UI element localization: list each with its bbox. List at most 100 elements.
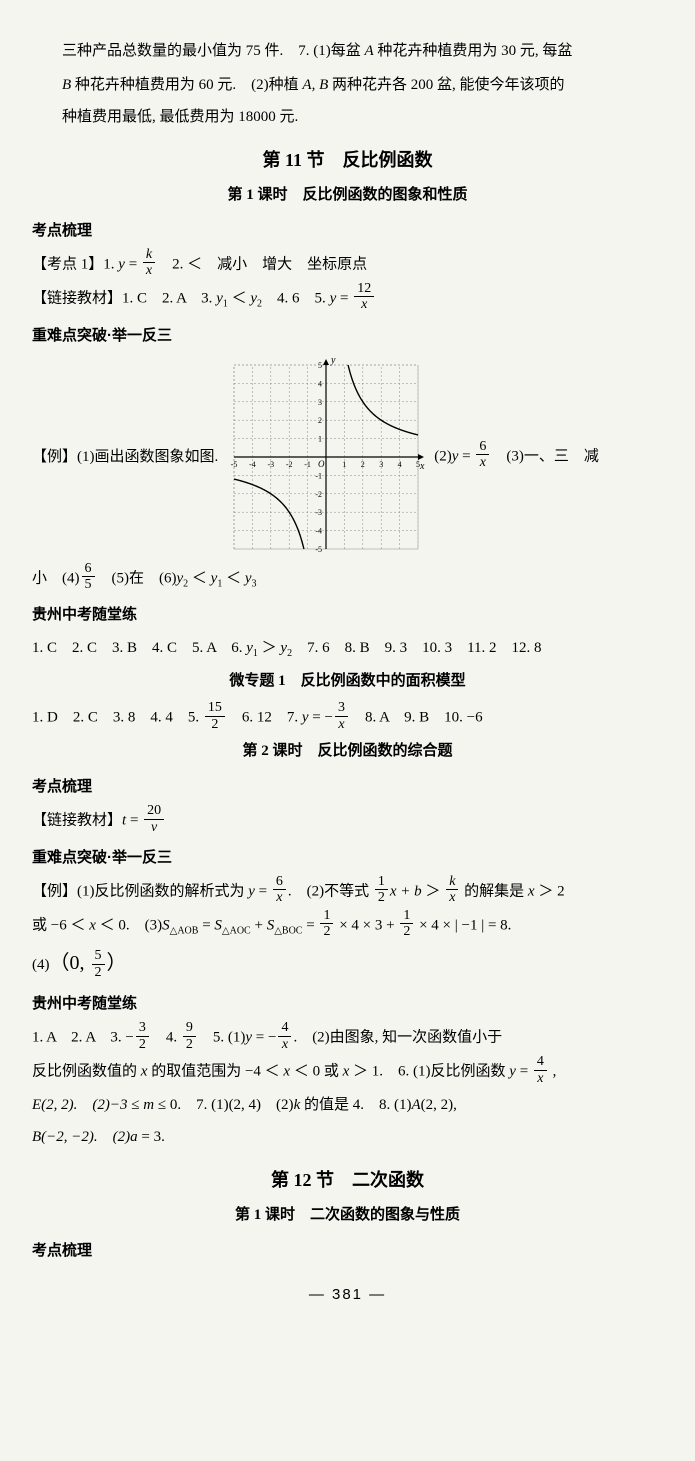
- gz2-l3b: ≤ 0. 7. (1)(2, 4) (2): [154, 1097, 293, 1113]
- intro-1b: 种花卉种植费用为 30 元, 每盆: [374, 43, 573, 59]
- gz2-l2d: ＞ 1. 6. (1)反比例函数: [349, 1064, 509, 1080]
- svg-text:y: y: [330, 357, 336, 366]
- gz1-b: 7. 6 8. B 9. 3 10. 3 11. 2 12. 8: [292, 640, 541, 656]
- svg-text:4: 4: [318, 379, 322, 388]
- gz2-b: 4.: [151, 1030, 181, 1046]
- ex2-tri2: △AOC: [222, 925, 251, 936]
- af1-num: 6: [82, 561, 95, 577]
- gz2-d2: 2: [183, 1037, 196, 1052]
- ex2-4d: 2: [92, 965, 105, 980]
- af1-mid: (5)在 (6): [97, 570, 177, 586]
- link2-pre: 【链接教材】: [32, 812, 122, 828]
- micro-a: 1. D 2. C 3. 8 4. 4 5.: [32, 710, 203, 726]
- gz2-l2eq: =: [516, 1064, 532, 1080]
- gz-h1: 贵州中考随堂练: [32, 600, 663, 630]
- kd1-den: x: [143, 263, 155, 278]
- gz-h2: 贵州中考随堂练: [32, 989, 663, 1019]
- gz2-l3c: 的值是 4. 8. (1): [300, 1097, 411, 1113]
- ex2-d2: 2: [375, 890, 388, 905]
- gz1-y1: y: [246, 640, 253, 656]
- kd1-line: 【考点 1】1. y = kx 2. ＜ 减小 增大 坐标原点: [32, 249, 663, 281]
- graph-wrap: -5-5-4-4-3-3-2-2-1-11122334455Oxy: [226, 357, 426, 557]
- af1-pre: 小 (4): [32, 570, 80, 586]
- ex2-t2: × 4 × | −1 | = 8.: [415, 917, 511, 933]
- gz2-a: 1. A 2. A 3. −: [32, 1030, 134, 1046]
- gz2-f3: 4x: [278, 1020, 291, 1052]
- ex2-fd1: 2: [320, 924, 333, 939]
- svg-text:1: 1: [343, 460, 347, 469]
- it-AB: A, B: [302, 77, 328, 93]
- gz2-d: . (2)由图象, 知一次函数值小于: [293, 1030, 502, 1046]
- gz2-l2: 反比例函数值的 x 的取值范围为 −4 ＜ x ＜ 0 或 x ＞ 1. 6. …: [32, 1056, 663, 1088]
- link2-line: 【链接教材】t = 20v: [32, 805, 663, 837]
- gz2-f1: 32: [136, 1020, 149, 1052]
- gz1-line: 1. C 2. C 3. B 4. C 5. A 6. y1 ＞ y2 7. 6…: [32, 633, 663, 664]
- svg-text:-3: -3: [268, 460, 275, 469]
- ex2-fn2: 1: [400, 908, 413, 924]
- intro-p2: B 种花卉种植费用为 60 元. (2)种植 A, B 两种花卉各 200 盆,…: [32, 70, 663, 100]
- ex2-y: y: [248, 883, 255, 899]
- ex-r-eq: =: [458, 448, 474, 464]
- gz2-c: 5. (1): [198, 1030, 246, 1046]
- svg-text:3: 3: [318, 397, 322, 406]
- gz2-l2y: y: [509, 1064, 516, 1080]
- ex2-ff2: 12: [400, 908, 413, 940]
- after1: 小 (4)65 (5)在 (6)y2 ＜ y1 ＜ y3: [32, 563, 663, 595]
- ex2-l4: (4)（0, 52）: [32, 943, 663, 983]
- link-y1: y: [216, 290, 223, 306]
- link1-line: 【链接教材】1. C 2. A 3. y1 ＜ y2 4. 6 5. y = 1…: [32, 283, 663, 315]
- gz2-l4b: = 3.: [138, 1129, 165, 1145]
- link2-num: 20: [144, 803, 164, 819]
- gz2-l2b: 的取值范围为 −4 ＜: [147, 1064, 283, 1080]
- sec11-lesson1: 第 1 课时 反比例函数的图象和性质: [32, 180, 663, 210]
- page-number: — 381 —: [32, 1280, 663, 1310]
- svg-text:-3: -3: [316, 508, 323, 517]
- gz2-l4aa: a: [130, 1129, 138, 1145]
- gz2-d3: x: [278, 1037, 291, 1052]
- ex2-fn1: 1: [320, 908, 333, 924]
- gz2-f2: 92: [183, 1020, 196, 1052]
- intro-1a: 三种产品总数量的最小值为 75 件. 7. (1)每盆: [62, 43, 365, 59]
- zhnd-h1: 重难点突破·举一反三: [32, 321, 663, 351]
- link2-den: v: [144, 820, 164, 835]
- ex2-d: ＞ 2: [535, 883, 565, 899]
- ex2-plus: +: [251, 917, 267, 933]
- gz2-l2n: 4: [534, 1054, 547, 1070]
- ex2-f1: 6x: [273, 874, 286, 906]
- ex2-S1: S: [162, 917, 170, 933]
- kd1-rest: 2. ＜ 减小 增大 坐标原点: [157, 256, 367, 272]
- ex2-tri1: △AOB: [170, 925, 199, 936]
- gz2-l1: 1. A 2. A 3. −32 4. 92 5. (1)y = −4x. (2…: [32, 1022, 663, 1054]
- ex2-l1: 【例】(1)反比例函数的解析式为 y = 6x. (2)不等式 12x + b …: [32, 876, 663, 908]
- af1-y3: y: [245, 570, 252, 586]
- gz2-n3: 4: [278, 1020, 291, 1036]
- gz2-l2e: ,: [549, 1064, 557, 1080]
- ex-r-den: x: [476, 455, 489, 470]
- gz2-n1: 3: [136, 1020, 149, 1036]
- svg-text:x: x: [419, 461, 425, 472]
- af1-lt1: ＜: [188, 570, 211, 586]
- ex2-l2x: x: [89, 917, 96, 933]
- svg-text:3: 3: [379, 460, 383, 469]
- micro-eq: = −: [309, 710, 333, 726]
- gz2-l3a: E(2, 2). (2)−3 ≤: [32, 1097, 143, 1113]
- gz2-l3: E(2, 2). (2)−3 ≤ m ≤ 0. 7. (1)(2, 4) (2)…: [32, 1090, 663, 1120]
- ex2-d3: x: [446, 890, 458, 905]
- ex2-S2: S: [214, 917, 222, 933]
- ex-left: 【例】(1)画出函数图象如图.: [32, 442, 218, 472]
- gz1-a: 1. C 2. C 3. B 4. C 5. A 6.: [32, 640, 246, 656]
- ex2-eq: =: [255, 883, 271, 899]
- micro-title: 微专题 1 反比例函数中的面积模型: [32, 666, 663, 696]
- ex2-tri3: △BOC: [274, 925, 302, 936]
- svg-text:-1: -1: [316, 471, 323, 480]
- gz2-n2: 9: [183, 1020, 196, 1036]
- ex-right: (2)y = 6x (3)一、三 减: [434, 441, 663, 473]
- af1-frac: 65: [82, 561, 95, 593]
- micro-mid: 6. 12 7.: [227, 710, 302, 726]
- intro-p1: 三种产品总数量的最小值为 75 件. 7. (1)每盆 A 种花卉种植费用为 3…: [32, 36, 663, 66]
- gz2-l3d: (2, 2),: [421, 1097, 457, 1113]
- sec12-title: 第 12 节 二次函数: [32, 1162, 663, 1198]
- ex2-f2: 12: [375, 874, 388, 906]
- svg-text:-2: -2: [316, 489, 323, 498]
- svg-text:2: 2: [361, 460, 365, 469]
